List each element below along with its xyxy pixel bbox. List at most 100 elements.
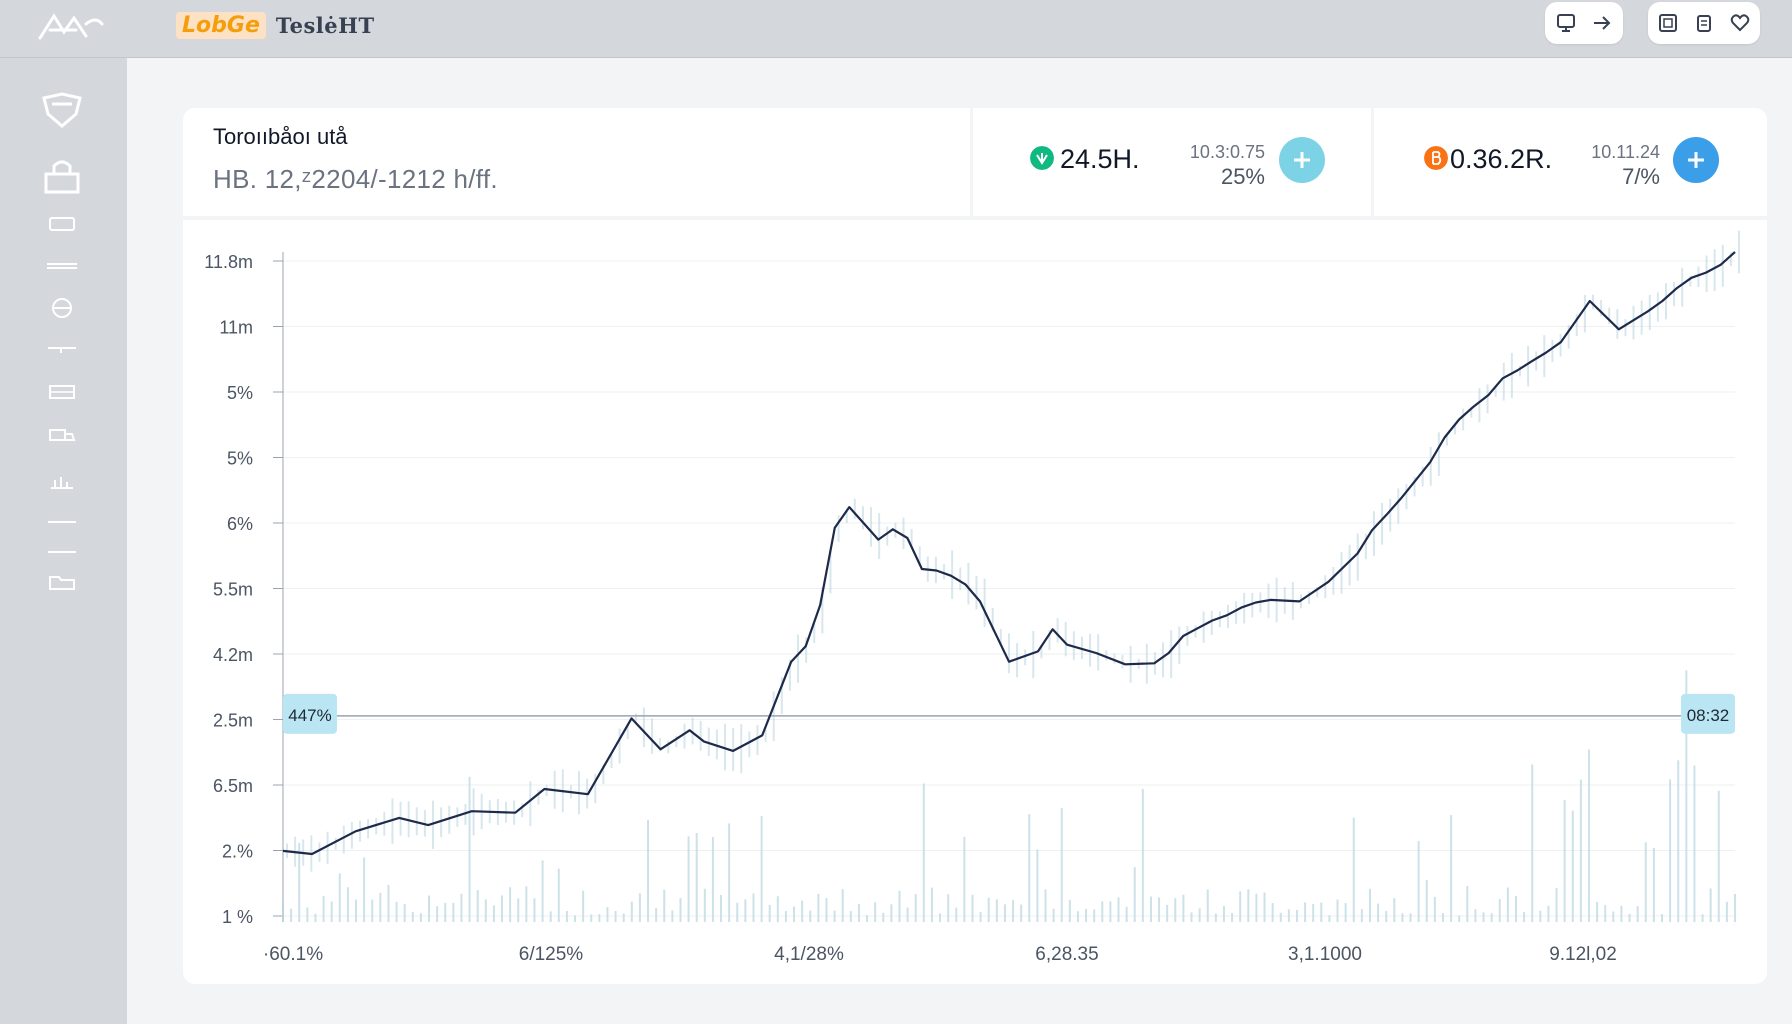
price-range-bar bbox=[1202, 611, 1205, 643]
volume-bar bbox=[468, 776, 471, 922]
clipboard-icon[interactable] bbox=[1691, 10, 1717, 36]
price-range-bar bbox=[1324, 575, 1327, 599]
price-range-bar bbox=[1032, 631, 1035, 679]
volume-bar bbox=[290, 908, 293, 922]
price-range-bar bbox=[1364, 533, 1367, 560]
volume-bar bbox=[687, 836, 690, 922]
sidebar-item-minus[interactable] bbox=[36, 502, 88, 542]
price-range-bar bbox=[1689, 276, 1692, 287]
volume-bar bbox=[1701, 914, 1704, 922]
volume-bar bbox=[1287, 909, 1290, 922]
price-range-bar bbox=[1178, 626, 1181, 664]
price-range-bar bbox=[1421, 466, 1424, 487]
add-stat-2-button[interactable] bbox=[1673, 137, 1719, 183]
price-range-bar bbox=[821, 587, 824, 634]
volume-bar bbox=[1149, 896, 1152, 922]
price-range-bar bbox=[1210, 610, 1213, 635]
volume-bar bbox=[1158, 897, 1161, 922]
volume-bar bbox=[541, 860, 544, 922]
volume-bar bbox=[760, 816, 763, 922]
arrow-right-icon[interactable] bbox=[1589, 10, 1615, 36]
x-tick-label: 6/125% bbox=[519, 944, 584, 965]
volume-bar bbox=[1474, 909, 1477, 922]
price-range-bar bbox=[756, 725, 759, 756]
sidebar-item-card[interactable] bbox=[36, 204, 88, 244]
sidebar-item-divider[interactable] bbox=[36, 246, 88, 286]
folder-icon bbox=[49, 576, 75, 590]
sidebar-item-globe[interactable] bbox=[36, 288, 88, 328]
reference-label-left: 447% bbox=[288, 706, 331, 725]
volume-bar bbox=[647, 819, 650, 922]
price-range-bar bbox=[1040, 644, 1043, 659]
volume-bar bbox=[1076, 911, 1079, 922]
series-line[interactable] bbox=[282, 251, 1736, 856]
heart-icon[interactable] bbox=[1727, 10, 1753, 36]
stat-meta-2-top: 10.11.24 bbox=[1591, 142, 1660, 162]
volume-bar bbox=[1620, 905, 1623, 922]
volume-bar bbox=[1247, 889, 1250, 922]
price-range-bar bbox=[805, 637, 808, 663]
price-range-bar bbox=[983, 578, 986, 628]
sidebar-item-truck[interactable] bbox=[36, 416, 88, 456]
reference-badge-right[interactable] bbox=[1681, 693, 1735, 734]
price-range-bar bbox=[391, 798, 394, 844]
volume-bar bbox=[1271, 903, 1274, 922]
sidebar-item-shield[interactable] bbox=[36, 90, 88, 130]
price-range-bar bbox=[1243, 592, 1246, 624]
price-range-bar bbox=[529, 781, 532, 827]
top-bar: LobGe TeslėHT bbox=[0, 0, 1792, 58]
brand[interactable]: LobGe TeslėHT bbox=[176, 10, 375, 40]
price-range-bar bbox=[342, 825, 345, 854]
line-icon bbox=[48, 551, 76, 553]
volume-bar bbox=[1644, 842, 1647, 922]
volume-bar bbox=[1555, 888, 1558, 922]
price-range-bar bbox=[797, 634, 800, 683]
volume-bar bbox=[1320, 902, 1323, 922]
plus-icon bbox=[1688, 152, 1704, 168]
volume-bar bbox=[452, 902, 455, 922]
price-range-bar bbox=[1105, 650, 1108, 661]
price-range-bar bbox=[1445, 435, 1448, 446]
add-stat-1-button[interactable] bbox=[1279, 137, 1325, 183]
stat-meta-2: 10.11.24 7/% bbox=[1550, 140, 1660, 190]
price-range-bar bbox=[1429, 446, 1432, 486]
sidebar bbox=[0, 58, 127, 1024]
volume-bar bbox=[914, 894, 917, 922]
price-range-bar bbox=[1194, 625, 1197, 638]
price-range-bar bbox=[1437, 432, 1440, 476]
mountain-logo-icon[interactable] bbox=[36, 6, 108, 46]
sidebar-item-chart[interactable] bbox=[36, 462, 88, 502]
gallery-icon[interactable] bbox=[1655, 10, 1681, 36]
price-range-bar bbox=[683, 723, 686, 749]
sidebar-item-bag[interactable] bbox=[36, 156, 88, 196]
monitor-icon[interactable] bbox=[1553, 10, 1579, 36]
volume-bar bbox=[979, 912, 982, 922]
reference-badge-left[interactable] bbox=[283, 693, 337, 734]
price-range-bar bbox=[1218, 611, 1221, 628]
sidebar-item-grid[interactable] bbox=[36, 372, 88, 412]
sidebar-item-line[interactable] bbox=[36, 532, 88, 572]
price-range-bar bbox=[1226, 604, 1229, 628]
line-chart[interactable]: 11.8m 11m 5% 5% 6% 5.5m 4.2m 2.5m 6.5m 2.% 1 % ·60.… bbox=[183, 220, 1767, 984]
price-range-bar bbox=[748, 731, 751, 758]
price-range-bar bbox=[1372, 511, 1375, 556]
volume-bar bbox=[1547, 905, 1550, 922]
x-tick-label: 6,28.35 bbox=[1035, 944, 1098, 965]
volume-bar bbox=[1368, 888, 1371, 922]
price-range-bar bbox=[1413, 476, 1416, 497]
price-range-bar bbox=[1340, 552, 1343, 594]
volume-bar bbox=[1117, 897, 1120, 922]
price-range-bar bbox=[1729, 252, 1732, 267]
price-range-bar bbox=[1535, 351, 1538, 371]
sidebar-item-folder[interactable] bbox=[36, 562, 88, 602]
volume-bar bbox=[1433, 896, 1436, 922]
volume-bar bbox=[1579, 779, 1582, 922]
volume-bar bbox=[1012, 900, 1015, 922]
price-range-bar bbox=[788, 659, 791, 691]
volume-bar bbox=[947, 894, 950, 922]
volume-bar bbox=[322, 895, 325, 922]
sidebar-item-pen[interactable] bbox=[36, 328, 88, 368]
volume-bar bbox=[298, 842, 301, 922]
volume-bar bbox=[525, 886, 528, 922]
volume-bar bbox=[1141, 788, 1144, 922]
